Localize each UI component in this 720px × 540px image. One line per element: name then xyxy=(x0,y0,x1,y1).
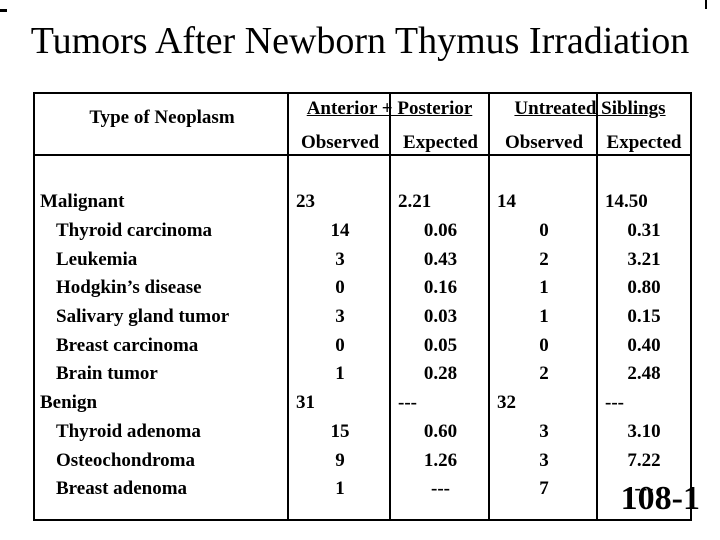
cell-value: 0.05 xyxy=(423,334,458,356)
header-observed-2: Observed xyxy=(504,132,584,153)
cell-value: 7.22 xyxy=(627,449,661,471)
header-expected-2: Expected xyxy=(606,132,682,153)
cell-value: 0.06 xyxy=(423,220,458,242)
table-row: Breast carcinoma 0 0.05 0 0.40 xyxy=(35,331,690,360)
cell-value: 2.48 xyxy=(627,363,661,385)
cell-value: 0.31 xyxy=(627,220,661,242)
cell-value: 2.21 xyxy=(398,191,432,213)
cell-value: 23 xyxy=(296,191,315,213)
cell-value: 0.43 xyxy=(423,248,458,270)
slide-title: Tumors After Newborn Thymus Irradiation xyxy=(30,20,690,62)
cell-value: 0 xyxy=(335,277,345,299)
table-header: Type of Neoplasm Anterior + Posterior Un… xyxy=(35,94,690,156)
cell-value: 14 xyxy=(330,220,350,242)
row-label: Thyroid adenoma xyxy=(56,420,201,442)
cell-value: 3 xyxy=(539,449,549,471)
cell-value: 14 xyxy=(497,191,516,213)
cell-value: 15 xyxy=(330,420,350,442)
cell-value: --- xyxy=(398,392,417,414)
slide-number: 108-1 xyxy=(620,480,700,517)
row-label: Brain tumor xyxy=(56,363,158,385)
cell-value: 1 xyxy=(335,478,345,500)
cell-value: 3 xyxy=(335,306,345,328)
cell-value: 14.50 xyxy=(605,191,648,213)
table-row: Thyroid adenoma 15 0.60 3 3.10 xyxy=(35,418,690,447)
cell-value: 3 xyxy=(539,420,549,442)
table-row: Thyroid carcinoma 14 0.06 0 0.31 xyxy=(35,217,690,246)
header-expected-1: Expected xyxy=(403,132,478,153)
cell-value: 0.03 xyxy=(423,306,458,328)
table-row: Leukemia 3 0.43 2 3.21 xyxy=(35,245,690,274)
row-label: Thyroid carcinoma xyxy=(56,220,213,242)
cell-value: --- xyxy=(431,478,450,500)
row-label: Breast adenoma xyxy=(56,478,188,500)
cell-value: 0.60 xyxy=(423,420,458,442)
cell-value: 0 xyxy=(335,334,345,356)
table-column-divider xyxy=(488,94,490,519)
header-observed-1: Observed xyxy=(300,132,380,153)
cell-value: 0.80 xyxy=(627,277,661,299)
cell-value: 7 xyxy=(539,478,549,500)
row-label: Salivary gland tumor xyxy=(56,306,230,328)
row-label: Osteochondroma xyxy=(56,449,195,471)
cell-value: 3 xyxy=(335,248,345,270)
cell-value: --- xyxy=(634,478,654,500)
table-row: Brain tumor 1 0.28 2 2.48 xyxy=(35,360,690,389)
cell-value: 0.28 xyxy=(423,363,458,385)
cell-value: 1 xyxy=(539,306,549,328)
cell-value: 0 xyxy=(539,220,549,242)
header-group-untreated-siblings: Untreated Siblings xyxy=(514,98,666,119)
table-row: Osteochondroma 9 1.26 3 7.22 xyxy=(35,446,690,475)
cell-value: 32 xyxy=(497,392,516,414)
tumors-table: Type of Neoplasm Anterior + Posterior Un… xyxy=(33,92,692,521)
cell-value: 1 xyxy=(539,277,549,299)
table-row: Hodgkin’s disease 0 0.16 1 0.80 xyxy=(35,274,690,303)
row-label: Benign xyxy=(40,392,98,414)
cell-value: 0.40 xyxy=(627,334,661,356)
cell-value: 9 xyxy=(335,449,345,471)
table-row: Benign 31 --- 32 --- xyxy=(35,389,690,418)
header-group-anterior-posterior: Anterior + Posterior xyxy=(306,98,473,119)
cell-value: 31 xyxy=(296,392,315,414)
cell-value: 0.15 xyxy=(627,306,661,328)
table-row: Breast adenoma 1 --- 7 --- xyxy=(35,475,690,504)
row-label: Leukemia xyxy=(56,248,138,270)
cell-value: 1 xyxy=(335,363,345,385)
cell-value: 2 xyxy=(539,363,549,385)
cell-value: 2 xyxy=(539,248,549,270)
table-row: Salivary gland tumor 3 0.03 1 0.15 xyxy=(35,303,690,332)
row-label: Hodgkin’s disease xyxy=(56,277,202,299)
table-column-divider xyxy=(596,94,598,519)
cell-value: 0.16 xyxy=(423,277,458,299)
cell-value: 3.10 xyxy=(627,420,661,442)
header-type-of-neoplasm: Type of Neoplasm xyxy=(89,107,235,128)
cell-value: 0 xyxy=(539,334,549,356)
table-column-divider xyxy=(389,94,391,519)
table-row: Malignant 23 2.21 14 14.50 xyxy=(35,188,690,217)
edge-artifact-mark-right xyxy=(705,0,707,9)
cell-value: --- xyxy=(605,392,624,414)
row-label: Breast carcinoma xyxy=(56,334,199,356)
cell-value: 3.21 xyxy=(627,248,661,270)
edge-artifact-mark-left xyxy=(0,9,7,12)
table-body: Malignant 23 2.21 14 14.50 Thyroid carci… xyxy=(35,188,690,504)
table-column-divider xyxy=(287,94,289,519)
row-label: Malignant xyxy=(40,191,125,213)
cell-value: 1.26 xyxy=(423,449,458,471)
